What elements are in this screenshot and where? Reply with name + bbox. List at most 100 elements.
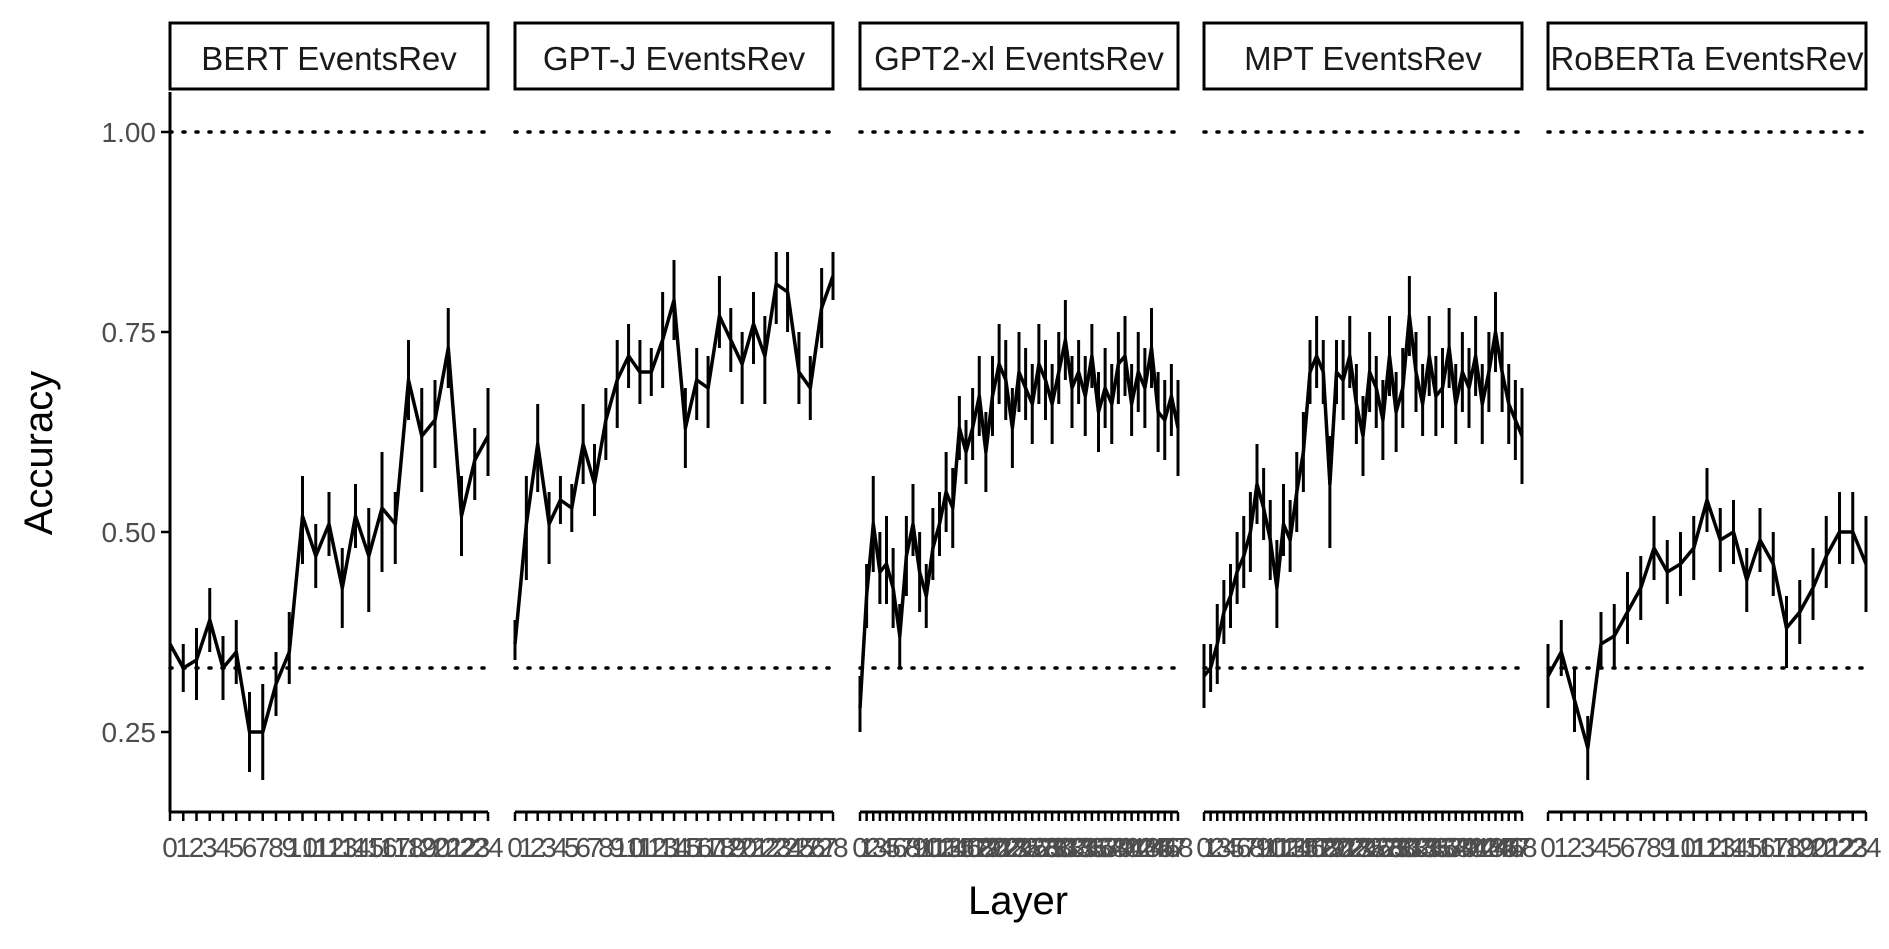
- data-point: [1851, 530, 1855, 534]
- x-tick-label: 46: [1493, 832, 1524, 863]
- facet-strip-title: GPT-J EventsRev: [543, 40, 806, 77]
- data-point: [891, 586, 895, 590]
- data-point: [865, 594, 869, 598]
- data-point: [951, 506, 955, 510]
- data-point: [1811, 586, 1815, 590]
- x-tick-label: 29: [1037, 832, 1068, 863]
- data-point: [786, 290, 790, 294]
- data-point: [1454, 402, 1458, 406]
- x-tick-label: 21: [984, 832, 1015, 863]
- data-point: [661, 338, 665, 342]
- data-point: [808, 386, 812, 390]
- data-point: [1156, 410, 1160, 414]
- data-point: [420, 434, 424, 438]
- data-point: [997, 362, 1001, 366]
- data-point: [1202, 674, 1206, 678]
- data-point: [944, 490, 948, 494]
- data-point: [407, 378, 410, 382]
- data-point: [1798, 610, 1802, 614]
- x-tick-label: 22: [446, 832, 477, 863]
- data-point: [393, 522, 397, 526]
- x-tick-label: 16: [1744, 832, 1775, 863]
- x-tick-label: 1: [1553, 832, 1569, 863]
- data-point: [536, 442, 540, 446]
- x-tick-label: 47: [1156, 832, 1187, 863]
- x-tick-label: 21: [1811, 832, 1842, 863]
- data-point: [672, 298, 676, 302]
- x-tick-label: 9: [1256, 832, 1272, 863]
- x-tick-label: 32: [1400, 832, 1431, 863]
- x-tick-label: 12: [636, 832, 667, 863]
- data-point: [1573, 698, 1576, 702]
- x-tick-label: 6: [1620, 832, 1636, 863]
- x-tick-label: 33: [1063, 832, 1094, 863]
- data-point: [991, 394, 994, 398]
- data-point: [593, 482, 596, 486]
- data-point: [1381, 418, 1385, 422]
- x-tick-label: 40: [1109, 832, 1140, 863]
- x-tick-label: 17: [692, 832, 723, 863]
- data-point: [1301, 450, 1305, 454]
- data-point: [1150, 346, 1153, 350]
- x-tick-label: 34: [1070, 832, 1101, 863]
- data-point: [195, 658, 198, 662]
- x-tick-label: 9: [281, 832, 297, 863]
- x-tick-label: 15: [1288, 832, 1319, 863]
- data-point: [1718, 538, 1722, 542]
- x-tick-label: 46: [1149, 832, 1180, 863]
- x-tick-label: 22: [990, 832, 1021, 863]
- x-axis-title: Layer: [968, 879, 1068, 923]
- x-tick-label: 26: [795, 832, 826, 863]
- y-axis: 0.25 0.50 0.75 1.00: [102, 92, 172, 812]
- data-point: [1421, 402, 1425, 406]
- data-point: [1090, 354, 1094, 358]
- x-tick-label: 6: [575, 832, 591, 863]
- x-tick-label: 29: [1381, 832, 1412, 863]
- data-point: [446, 346, 450, 350]
- data-point: [380, 506, 384, 510]
- data-point: [1030, 402, 1034, 406]
- x-tick-label: 35: [1076, 832, 1107, 863]
- data-point: [1507, 402, 1511, 406]
- data-point: [1559, 650, 1563, 654]
- x-tick-label: 20: [419, 832, 450, 863]
- x-tick-label: 17: [1301, 832, 1332, 863]
- data-point: [1341, 378, 1345, 382]
- x-tick-label: 20: [727, 832, 758, 863]
- x-tick-label: 14: [937, 832, 968, 863]
- x-tick-label: 0: [852, 832, 868, 863]
- data-point: [1441, 386, 1444, 390]
- x-tick-label: 24: [1347, 832, 1378, 863]
- x-tick-label: 27: [1023, 832, 1054, 863]
- x-tick-label: 5: [564, 832, 580, 863]
- x-tick-label: 1: [519, 832, 535, 863]
- data-point: [1315, 354, 1319, 358]
- data-point: [513, 642, 517, 646]
- data-point: [627, 354, 631, 358]
- x-tick-label: 3: [1216, 832, 1232, 863]
- x-tick-label: 35: [1420, 832, 1451, 863]
- x-tick-label: 17: [1758, 832, 1789, 863]
- data-point: [1235, 570, 1239, 574]
- x-tick-label: 3: [541, 832, 557, 863]
- data-point: [1771, 562, 1775, 566]
- x-tick-label: 17: [957, 832, 988, 863]
- data-point: [1282, 522, 1285, 526]
- x-tick-label: 44: [1136, 832, 1167, 863]
- x-tick-label: 12: [1691, 832, 1722, 863]
- data-point: [898, 634, 902, 638]
- data-point: [1394, 410, 1398, 414]
- x-tick-label: 26: [1017, 832, 1048, 863]
- x-tick-label: 13: [1705, 832, 1736, 863]
- x-tick-label: 24: [772, 832, 803, 863]
- data-point: [1864, 562, 1868, 566]
- x-tick-label: 22: [1824, 832, 1855, 863]
- x-tick-label: 13: [327, 832, 358, 863]
- x-tick-label: 3: [202, 832, 218, 863]
- x-tick-label: 37: [1090, 832, 1121, 863]
- facet-panel: GPT2-xl EventsRev01234567891011121314151…: [852, 21, 1194, 863]
- data-point: [1229, 594, 1232, 598]
- data-point: [1004, 378, 1008, 382]
- x-tick-label: 38: [1440, 832, 1471, 863]
